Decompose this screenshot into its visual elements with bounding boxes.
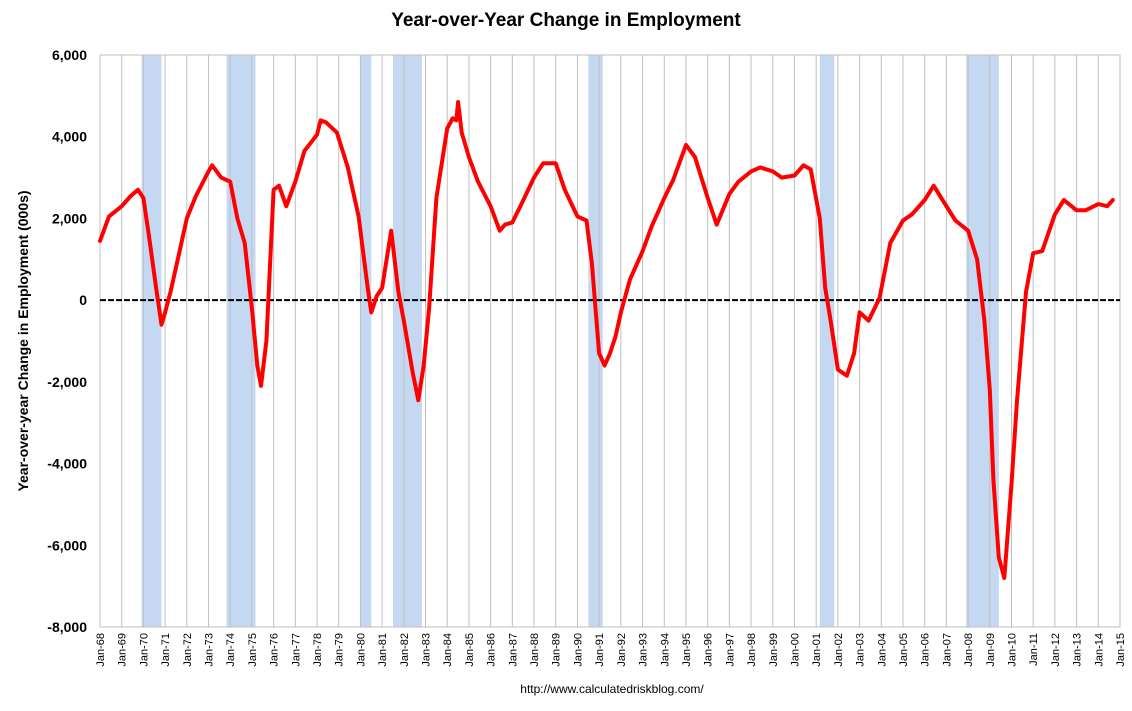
x-tick-label: Jan-07 <box>941 633 953 667</box>
x-tick-label: Jan-08 <box>963 633 975 667</box>
x-tick-label: Jan-85 <box>464 633 476 667</box>
recession-bands <box>141 55 999 627</box>
recession-band-1 <box>141 55 162 627</box>
x-tick-label: Jan-78 <box>312 633 324 667</box>
x-tick-label: Jan-10 <box>1006 633 1018 667</box>
x-tick-label: Jan-99 <box>768 633 780 667</box>
x-tick-label: Jan-03 <box>855 633 867 667</box>
x-tick-label: Jan-98 <box>746 633 758 667</box>
x-axis-ticks: Jan-68 Jan-69 Jan-70 Jan-71 Jan-72 Jan-73 Jan-… <box>95 633 1127 667</box>
x-tick-label: Jan-87 <box>507 633 519 667</box>
employment-series-line <box>98 100 1115 580</box>
x-tick-label: Jan-11 <box>1028 633 1040 666</box>
x-tick-label: Jan-84 <box>442 633 454 667</box>
x-tick-label: Jan-12 <box>1050 633 1062 667</box>
y-axis-label: Year-over-year Change in Employment (000… <box>15 190 31 491</box>
y-tick-label: 6,000 <box>52 47 87 63</box>
recession-band-5 <box>588 55 603 627</box>
recession-band-2 <box>226 55 256 627</box>
x-tick-label: Jan-97 <box>724 633 736 667</box>
y-axis-ticks: 6,000 4,000 2,000 0 -2,000 -4,000 -6,000 -8,000 <box>47 47 87 635</box>
x-tick-label: Jan-96 <box>703 633 715 667</box>
source-url: http://www.calculatedriskblog.com/ <box>520 682 704 696</box>
x-tick-label: Jan-82 <box>399 633 411 667</box>
x-tick-label: Jan-95 <box>681 633 693 667</box>
x-tick-label: Jan-72 <box>182 633 194 667</box>
x-tick-label: Jan-86 <box>486 633 498 667</box>
y-tick-label: 2,000 <box>52 210 87 226</box>
x-tick-label: Jan-94 <box>659 633 671 667</box>
x-tick-label: Jan-74 <box>225 633 237 667</box>
y-tick-label: 4,000 <box>52 129 87 145</box>
x-tick-label: Jan-77 <box>290 633 302 667</box>
x-tick-label: Jan-70 <box>138 633 150 667</box>
chart-title: Year-over-Year Change in Employment <box>391 10 741 31</box>
x-tick-label: Jan-93 <box>638 633 650 667</box>
x-tick-label: Jan-06 <box>920 633 932 667</box>
x-tick-label: Jan-91 <box>594 633 606 667</box>
x-tick-label: Jan-89 <box>551 633 563 667</box>
x-tick-label: Jan-68 <box>95 633 107 667</box>
plot-area-border <box>99 54 1121 628</box>
x-tick-label: Jan-76 <box>269 633 281 667</box>
x-tick-label: Jan-73 <box>204 633 216 667</box>
y-tick-label: -6,000 <box>47 537 87 553</box>
x-tick-label: Jan-00 <box>789 633 801 667</box>
x-tick-label: Jan-02 <box>833 633 845 667</box>
x-tick-label: Jan-71 <box>160 633 172 667</box>
x-tick-label: Jan-79 <box>334 633 346 667</box>
y-tick-label: -4,000 <box>47 456 87 472</box>
y-tick-label: -8,000 <box>47 619 87 635</box>
x-tick-label: Jan-14 <box>1093 633 1105 667</box>
x-tick-label: Jan-01 <box>811 633 823 667</box>
x-tick-label: Jan-92 <box>616 633 628 667</box>
x-tick-label: Jan-90 <box>572 633 584 667</box>
x-tick-label: Jan-13 <box>1072 633 1084 667</box>
x-tick-label: Jan-80 <box>355 633 367 667</box>
x-tick-label: Jan-75 <box>247 633 259 667</box>
x-tick-label: Jan-88 <box>529 633 541 667</box>
x-tick-label: Jan-15 <box>1115 633 1127 667</box>
recession-band-3 <box>360 55 372 627</box>
x-tick-label: Jan-04 <box>876 633 888 667</box>
recession-band-7 <box>966 55 999 627</box>
x-tick-label: Jan-05 <box>898 633 910 667</box>
x-tick-label: Jan-83 <box>421 633 433 667</box>
x-tick-label: Jan-69 <box>117 633 129 667</box>
y-tick-label: -2,000 <box>47 374 87 390</box>
x-tick-label: Jan-81 <box>377 633 389 667</box>
x-tick-label: Jan-09 <box>985 633 997 667</box>
recession-band-6 <box>819 55 835 627</box>
y-tick-label: 0 <box>79 292 87 308</box>
